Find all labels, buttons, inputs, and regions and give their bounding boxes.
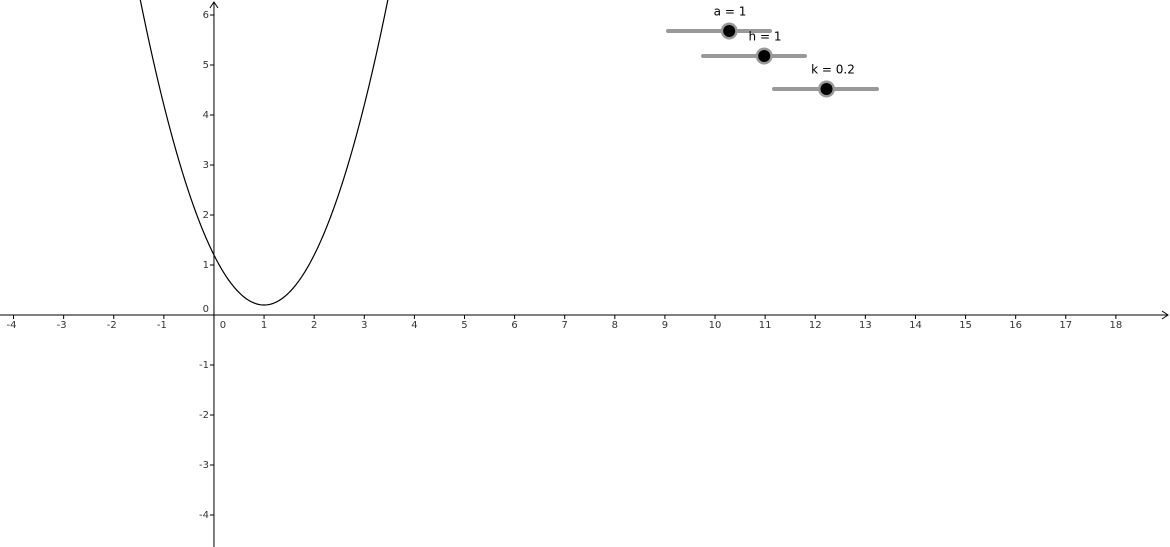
y-tick-label: 4: [203, 110, 209, 121]
slider-label: a = 1: [714, 5, 747, 19]
x-tick-label: 9: [662, 320, 668, 331]
x-tick-label: 2: [311, 320, 317, 331]
x-tick-label: 7: [562, 320, 568, 331]
x-tick-label: 12: [809, 320, 822, 331]
x-tick-label: -3: [57, 320, 67, 331]
slider-knob[interactable]: [758, 50, 771, 62]
slider-label: k = 0.2: [811, 63, 855, 77]
slider-knob[interactable]: [723, 25, 736, 37]
y-tick-label: 1: [203, 260, 209, 271]
function-graph: [139, 0, 389, 306]
y-tick-label: -2: [199, 410, 209, 421]
x-tick-label: 15: [959, 320, 972, 331]
x-tick-label: 8: [612, 320, 618, 331]
x-tick-label: 5: [461, 320, 467, 331]
x-tick-label: 4: [411, 320, 417, 331]
x-tick-label: 11: [759, 320, 772, 331]
x-tick-label: 16: [1009, 320, 1022, 331]
y-tick-label: 5: [203, 60, 209, 71]
x-tick-label: 1: [261, 320, 267, 331]
y-tick-label: -4: [199, 510, 209, 521]
x-tick-label: 17: [1059, 320, 1072, 331]
x-tick-label: 10: [709, 320, 722, 331]
y-tick-label: -1: [199, 360, 209, 371]
y-tick-label: 6: [203, 10, 209, 21]
y-axis-arrow: [209, 1, 219, 9]
x-tick-label: 14: [909, 320, 922, 331]
y-tick-label: -3: [199, 460, 209, 471]
x-tick-label: 3: [361, 320, 367, 331]
x-tick-label: 6: [511, 320, 517, 331]
x-tick-label: -4: [7, 320, 17, 331]
x-tick-label: 18: [1110, 320, 1123, 331]
x-tick-label: -1: [157, 320, 167, 331]
slider-knob[interactable]: [820, 83, 833, 95]
y-tick-label: 0: [203, 304, 209, 315]
x-tick-label: 0: [220, 320, 226, 331]
x-axis-arrow: [1161, 310, 1169, 320]
x-tick-label: 13: [859, 320, 872, 331]
x-tick-label: -2: [107, 320, 117, 331]
slider-label: h = 1: [749, 30, 782, 44]
y-tick-label: 3: [203, 160, 209, 171]
y-tick-label: 2: [203, 210, 209, 221]
